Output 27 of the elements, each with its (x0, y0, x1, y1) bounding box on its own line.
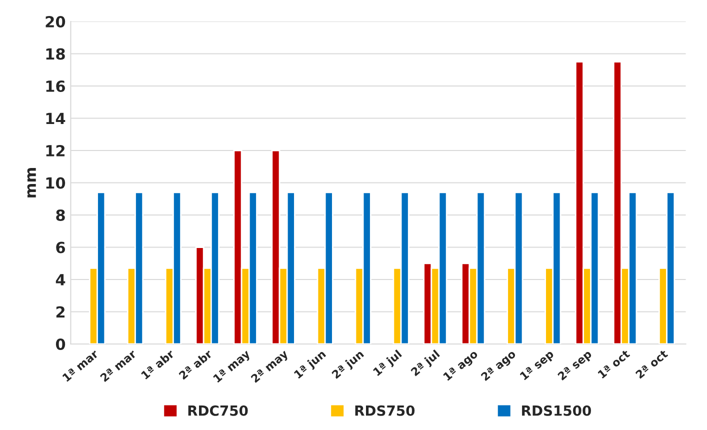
legend-label: RDS1500 (522, 405, 591, 416)
y-tick-label: 4 (56, 274, 66, 286)
y-tick-label: 14 (46, 112, 66, 124)
x-tick-label: 2ª jun (331, 349, 366, 381)
y-tick-label: 0 (56, 338, 66, 350)
y-tick-label: 16 (46, 80, 66, 92)
y-tick-label: 12 (46, 144, 65, 156)
y-tick-label: 2 (56, 306, 65, 318)
x-tick-label: 1ª abr (140, 348, 175, 380)
x-tick-label: 2ª ago (480, 349, 518, 383)
x-tick-label: 1ª oct (597, 349, 630, 379)
x-tick-label: 2ª abr (178, 348, 213, 380)
x-tick-label: 1ª jun (294, 349, 328, 380)
x-tick-label: 1ª jul (372, 349, 404, 378)
y-tick-label: 20 (46, 16, 66, 28)
x-tick-label: 1ª sep (520, 349, 556, 382)
y-axis-title: mm (27, 168, 36, 198)
x-tick-label: 2ª jul (410, 349, 442, 378)
y-tick-label: 6 (56, 242, 66, 254)
y-tick-label: 18 (46, 48, 65, 60)
y-tick-label: 10 (46, 177, 66, 189)
x-tick-label: 1ª ago (442, 349, 480, 383)
y-tick-label: 8 (56, 209, 65, 222)
x-tick-label: 2ª sep (557, 349, 594, 382)
legend-label: RDS750 (355, 405, 415, 416)
legend-label: RDC750 (188, 405, 248, 416)
x-tick-label: 2ª oct (635, 349, 668, 379)
